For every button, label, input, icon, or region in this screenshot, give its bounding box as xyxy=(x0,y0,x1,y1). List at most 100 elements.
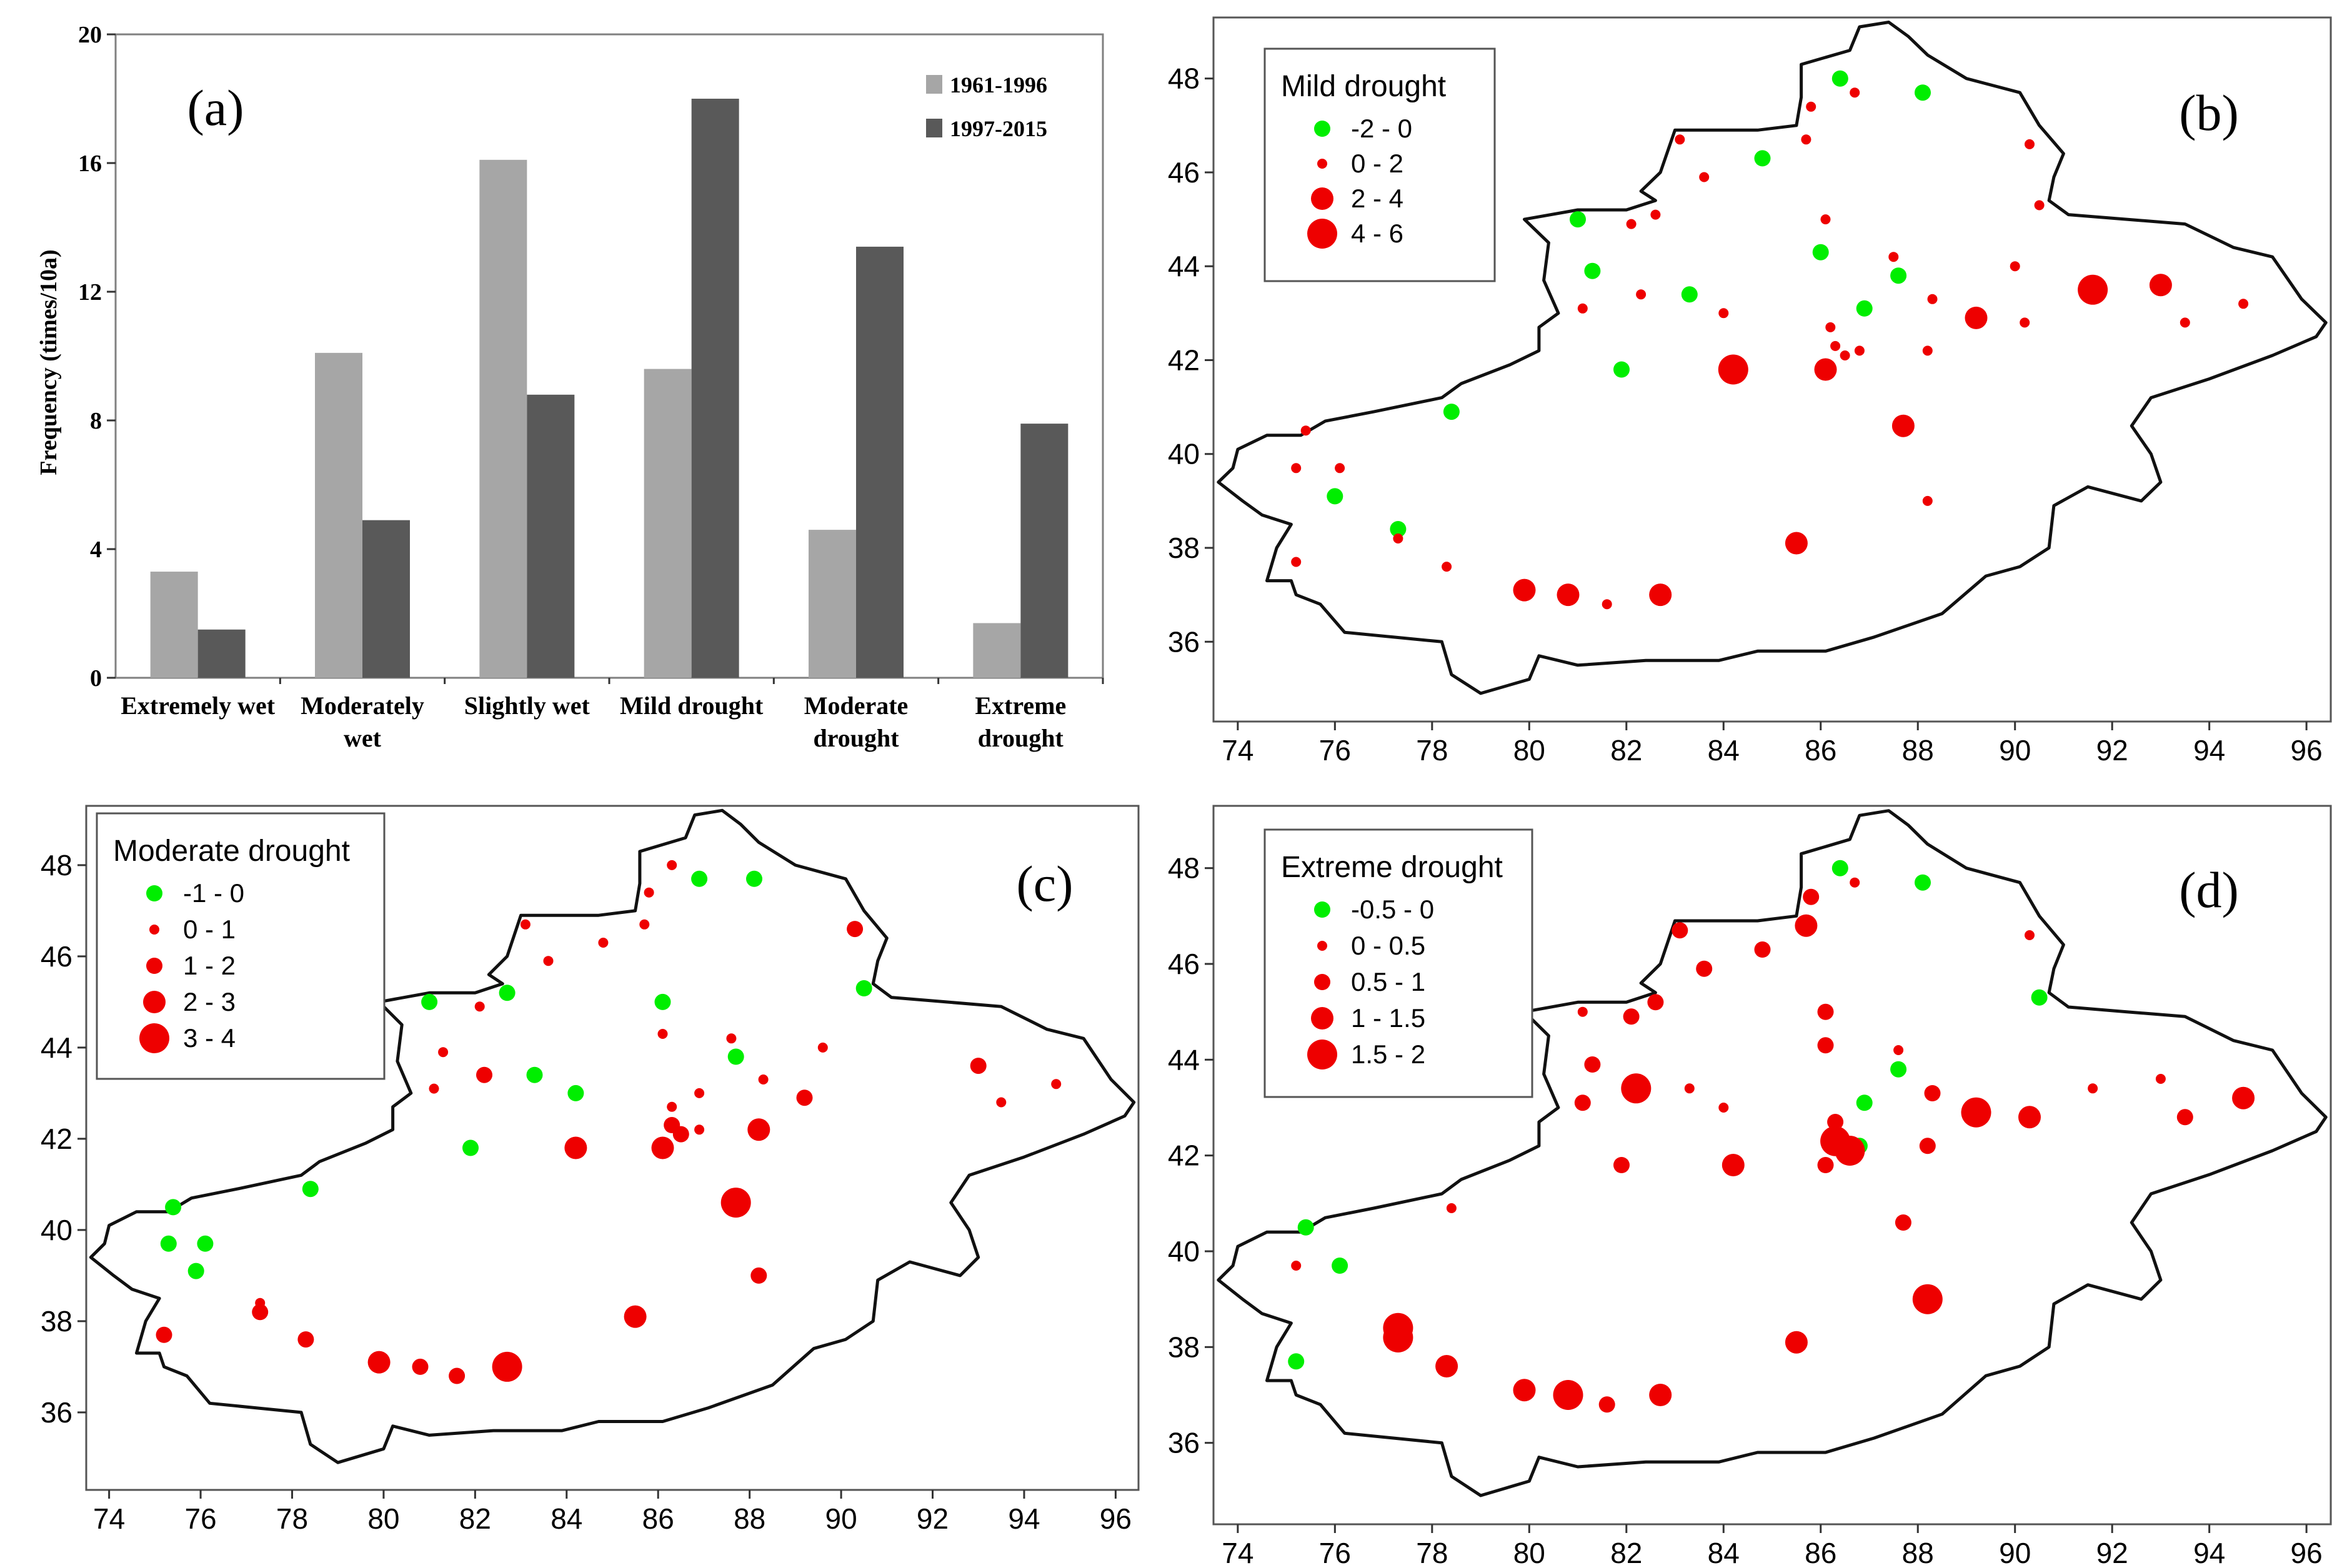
station-dot xyxy=(1435,1355,1458,1377)
station-dot xyxy=(252,1304,269,1321)
station-dot xyxy=(421,993,438,1010)
station-dot xyxy=(598,938,609,948)
station-dot xyxy=(639,919,650,930)
station-dot xyxy=(970,1058,987,1074)
legend-label: 1997-2015 xyxy=(950,116,1047,141)
station-dot xyxy=(1446,1203,1457,1213)
bar-1961-1996 xyxy=(479,159,527,678)
station-dot xyxy=(1650,209,1661,220)
panel-a-axes: 0 4 8 12 16 20 xyxy=(78,22,1104,692)
station-dot xyxy=(855,980,872,996)
category-label: wet xyxy=(344,724,382,752)
station-dot xyxy=(2010,261,2020,272)
legend-class-label: 0 - 0.5 xyxy=(1351,931,1425,960)
x-tick-label: 86 xyxy=(1805,1537,1836,1568)
station-dot xyxy=(1649,583,1672,607)
x-tick-label: 96 xyxy=(2291,1537,2323,1568)
station-dot xyxy=(1584,1056,1601,1073)
station-dot xyxy=(1803,888,1820,905)
y-tick-label: 4 xyxy=(90,537,102,563)
y-tick-label: 16 xyxy=(78,151,102,177)
station-dot xyxy=(1812,244,1829,261)
station-dot xyxy=(1915,84,1931,101)
station-dot xyxy=(2088,1083,2098,1094)
x-tick-label: 94 xyxy=(2193,1537,2225,1568)
station-dot xyxy=(817,1042,828,1053)
station-dot xyxy=(726,1033,737,1044)
station-dot xyxy=(1922,495,1933,506)
station-dot xyxy=(1297,1219,1314,1236)
x-tick-label: 80 xyxy=(1513,734,1545,767)
station-dot xyxy=(1825,322,1836,332)
category-label: Moderately xyxy=(301,692,424,720)
station-dot xyxy=(1820,214,1831,225)
station-dot xyxy=(1291,1261,1302,1271)
category-label: Mild drought xyxy=(620,692,764,720)
x-tick-label: 82 xyxy=(1610,734,1642,767)
station-dot xyxy=(2155,1074,2166,1084)
station-dot xyxy=(667,1101,677,1112)
station-dot xyxy=(1795,914,1818,937)
panel-a-bar-chart: (a) Frequency (times/10a) 0 4 8 12 16 20 Extr… xyxy=(36,22,1104,752)
y-tick-label: 38 xyxy=(1168,532,1200,564)
station-dot xyxy=(1383,1322,1413,1352)
legend-class-label: -0.5 - 0 xyxy=(1351,895,1434,924)
x-tick-label: 96 xyxy=(2291,734,2323,767)
station-dot xyxy=(1577,303,1588,314)
station-dot xyxy=(1718,354,1748,385)
legend-class-label: 0 - 1 xyxy=(183,915,236,944)
station-dot xyxy=(1835,1136,1865,1166)
station-dot xyxy=(1390,521,1407,537)
station-dot xyxy=(156,1326,172,1343)
station-dot xyxy=(2018,1106,2041,1129)
station-dot xyxy=(1890,1061,1907,1078)
legend-class-label: 1 - 1.5 xyxy=(1351,1003,1425,1033)
station-dot xyxy=(1513,1379,1536,1402)
station-dot xyxy=(429,1083,439,1094)
panel-a-bars xyxy=(150,99,1069,678)
legend-symbol xyxy=(149,925,159,935)
station-dot xyxy=(1961,1097,1991,1128)
y-tick-label: 36 xyxy=(1168,1427,1200,1459)
station-dot xyxy=(1513,578,1536,602)
station-dot xyxy=(474,1001,485,1012)
station-dot xyxy=(1919,1138,1936,1154)
station-dot xyxy=(654,993,671,1010)
station-dot xyxy=(667,860,677,870)
station-dot xyxy=(796,1089,813,1106)
station-dot xyxy=(1557,583,1580,607)
legend-title: Mild drought xyxy=(1281,70,1446,103)
station-dot xyxy=(1699,172,1710,182)
x-tick-label: 76 xyxy=(1319,734,1351,767)
station-dot xyxy=(1806,101,1816,112)
legend-title: Extreme drought xyxy=(1281,851,1503,884)
legend-class-label: 4 - 6 xyxy=(1351,219,1403,248)
category-label: Slightly wet xyxy=(464,692,590,720)
panel-d-extreme-drought-map: 74 76 78 80 82 84 86 88 90 92 94 96 36 38 40 42 44 46 48 Ex… xyxy=(1168,805,2332,1568)
station-dot xyxy=(1718,1103,1729,1113)
category-label: Extreme xyxy=(975,692,1066,720)
panel-a-category-labels: Extremely wet Moderately wet Slightly wet Mi… xyxy=(121,692,1066,752)
station-dot xyxy=(1602,599,1612,610)
station-dot xyxy=(1924,1085,1941,1101)
station-dot xyxy=(651,1136,674,1159)
station-dot xyxy=(2025,139,2035,149)
station-dot xyxy=(1854,345,1865,356)
station-dot xyxy=(1291,557,1302,567)
station-dot xyxy=(367,1351,391,1374)
station-dot xyxy=(1817,1037,1834,1054)
x-tick-label: 78 xyxy=(1416,734,1448,767)
legend-symbol xyxy=(1314,974,1330,990)
station-dot xyxy=(644,887,654,898)
station-dot xyxy=(1681,286,1698,303)
station-dot xyxy=(2020,317,2030,328)
station-dot xyxy=(2031,989,2048,1006)
legend-title: Moderate drought xyxy=(113,835,350,868)
station-dot xyxy=(1785,532,1808,555)
station-dot xyxy=(1927,294,1938,304)
bar-1997-2015 xyxy=(362,520,410,678)
x-tick-label: 92 xyxy=(2096,734,2128,767)
y-axis-title: Frequency (times/10a) xyxy=(36,249,62,475)
station-dot xyxy=(302,1181,319,1198)
